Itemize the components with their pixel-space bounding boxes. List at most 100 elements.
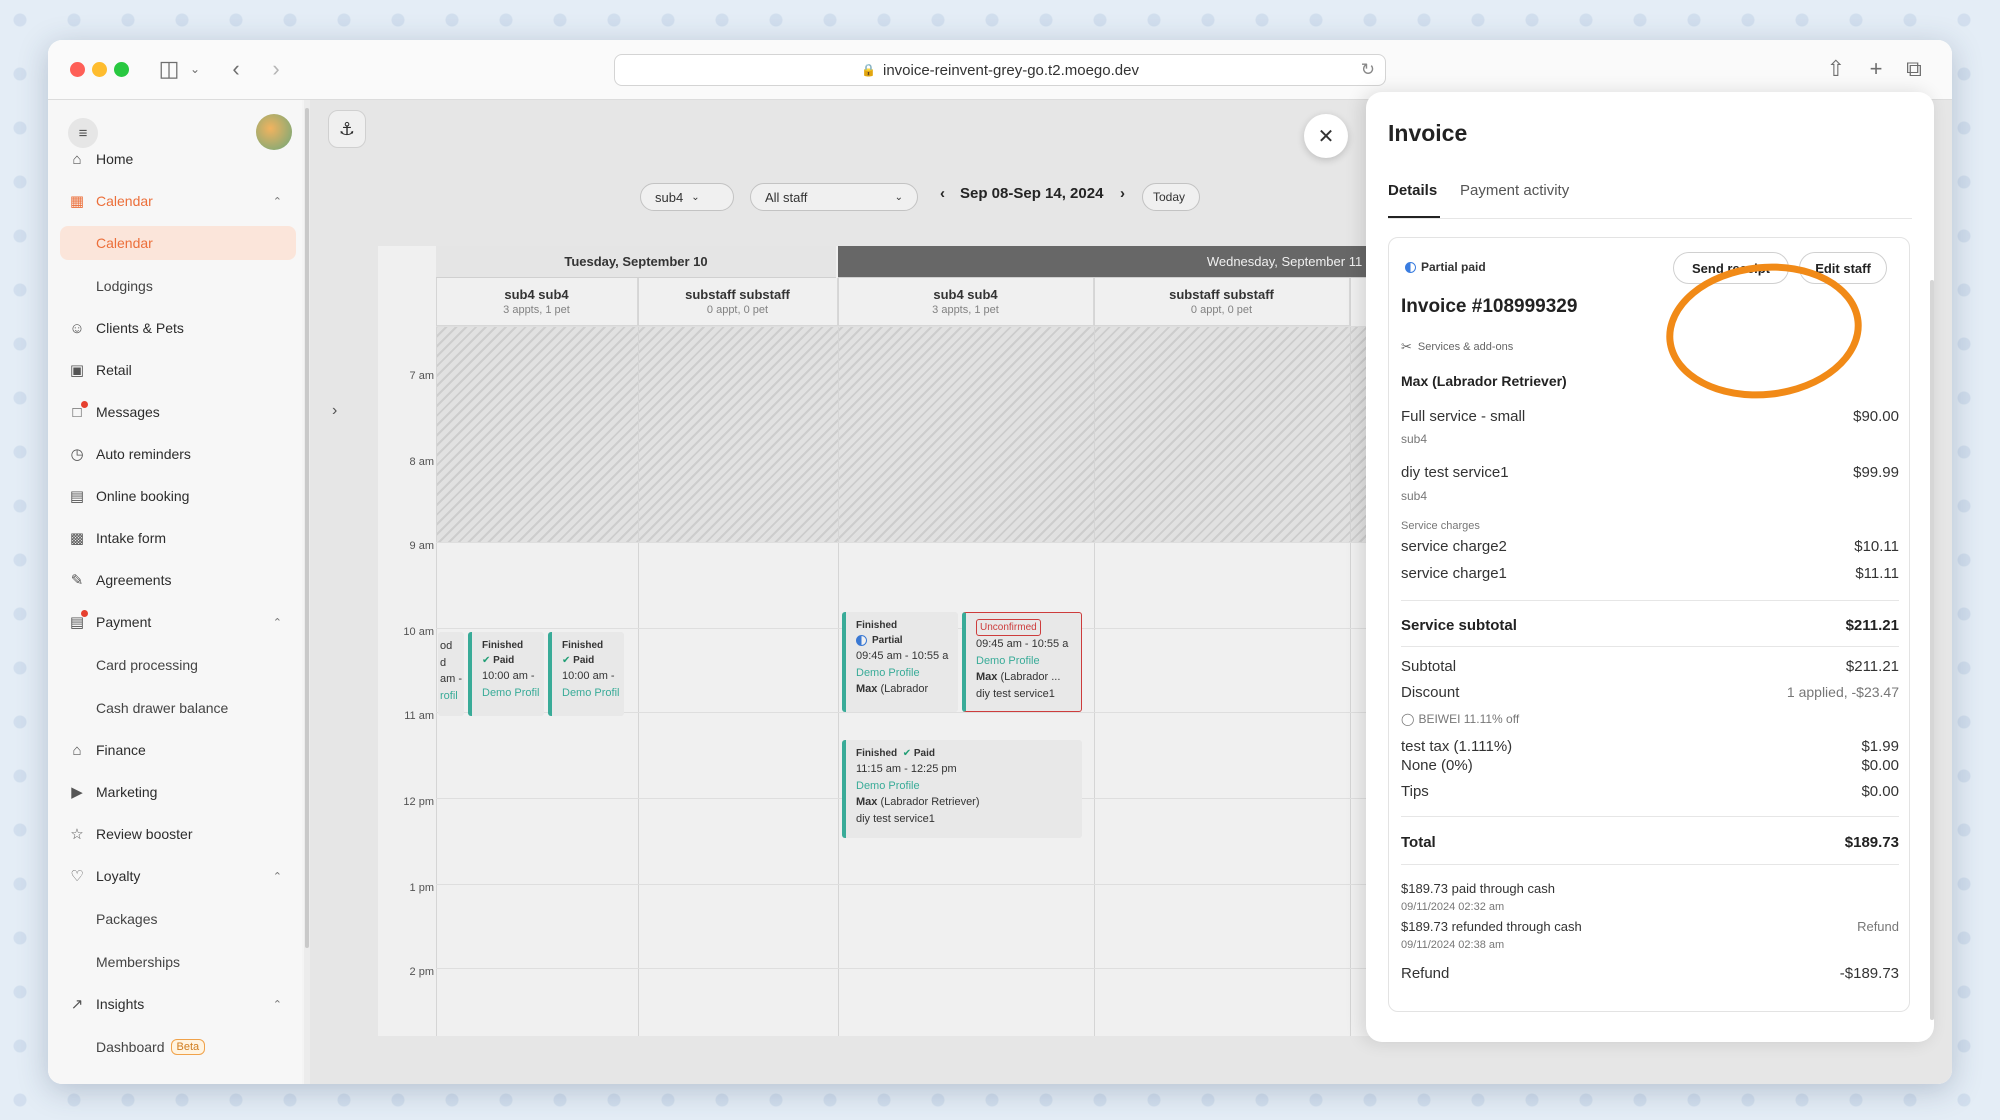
- all-staff-select[interactable]: All staff ⌄: [750, 183, 918, 211]
- status-text: Partial paid: [1421, 260, 1486, 274]
- today-button[interactable]: Today: [1142, 183, 1200, 211]
- subtotal-row: Subtotal $211.21: [1401, 658, 1899, 675]
- sidebar-scrollbar[interactable]: [304, 100, 310, 1084]
- sidebar-item-clients-pets[interactable]: ☺ Clients & Pets: [60, 311, 296, 345]
- back-icon[interactable]: ‹: [232, 56, 240, 81]
- sidebar-subitem-lodgings[interactable]: Lodgings: [60, 269, 296, 303]
- appointment-card[interactable]: Finished Partial 09:45 am - 10:55 a Demo…: [842, 612, 958, 712]
- sidebar-item-auto-reminders[interactable]: ◷ Auto reminders: [60, 437, 296, 471]
- tab-details[interactable]: Details: [1388, 182, 1438, 199]
- tabs-overview-icon[interactable]: ⧉: [1906, 56, 1922, 81]
- staff-column-header: substaff substaff 0 appt, 0 pet: [1094, 278, 1350, 326]
- sidebar-item-calendar[interactable]: ▦ Calendar ⌃: [60, 184, 296, 218]
- sidebar-item-label: Calendar: [96, 193, 153, 209]
- business-avatar[interactable]: [256, 114, 292, 150]
- sidebar-item-messages[interactable]: □ Messages: [60, 395, 296, 429]
- sidebar-subitem-packages[interactable]: Packages: [60, 902, 296, 936]
- hour-line: [436, 326, 1778, 327]
- scrollbar-thumb[interactable]: [305, 108, 309, 948]
- new-tab-icon[interactable]: +: [1869, 56, 1883, 81]
- sidebar-item-intake-form[interactable]: ▩ Intake form: [60, 521, 296, 555]
- sidebar-item-label: Loyalty: [96, 868, 141, 884]
- drawer-title: Invoice: [1388, 120, 1468, 146]
- chevron-up-icon[interactable]: ⌃: [272, 195, 282, 208]
- services-section-label: ✂ Services & add-ons: [1401, 339, 1513, 355]
- refund-link[interactable]: Refund: [1857, 919, 1899, 934]
- sidebar-item-agreements[interactable]: ✎ Agreements: [60, 563, 296, 597]
- pet-name: Max (Labrador Retriever): [1401, 373, 1899, 389]
- chevron-up-icon[interactable]: ⌃: [272, 616, 282, 629]
- appointment-card[interactable]: Unconfirmed 09:45 am - 10:55 a Demo Prof…: [962, 612, 1082, 712]
- menu-icon[interactable]: ≡: [68, 118, 98, 148]
- appt-text: od: [440, 640, 453, 652]
- appt-text: d: [440, 656, 447, 669]
- appointment-card[interactable]: od d am - rofil: [438, 632, 464, 716]
- lock-icon: 🔒: [861, 63, 876, 77]
- address-bar[interactable]: 🔒 invoice-reinvent-grey-go.t2.moego.dev …: [614, 54, 1386, 86]
- sidebar-subitem-dashboard[interactable]: Dashboard Beta: [60, 1030, 296, 1064]
- close-window-button[interactable]: [70, 62, 85, 77]
- sidebar-item-marketing[interactable]: ▶ Marketing: [60, 775, 296, 809]
- staff-filter-select[interactable]: sub4 ⌄: [640, 183, 734, 211]
- share-icon[interactable]: ⇧: [1826, 56, 1846, 81]
- sidebar-item-loyalty[interactable]: ♡ Loyalty ⌃: [60, 859, 296, 893]
- sidebar-subitem-cash-drawer[interactable]: Cash drawer balance: [60, 691, 296, 725]
- hour-line: [436, 798, 1778, 799]
- expand-panel-icon[interactable]: ›: [332, 402, 338, 419]
- sidebar-item-online-booking[interactable]: ▤ Online booking: [60, 479, 296, 513]
- close-drawer-button[interactable]: ✕: [1304, 114, 1348, 158]
- active-tab-indicator: [1388, 216, 1440, 218]
- hour-label: 10 am: [403, 626, 434, 638]
- sidebar-item-home[interactable]: ⌂ Home: [60, 142, 296, 176]
- chevron-up-icon[interactable]: ⌃: [272, 998, 282, 1011]
- appointment-card[interactable]: Finished ✔ Paid 10:00 am - Demo Profil: [468, 632, 544, 716]
- drawer-scrollbar[interactable]: [1930, 280, 1934, 1020]
- sidebar-item-label: Home: [96, 151, 134, 167]
- send-receipt-button[interactable]: Send receipt: [1673, 252, 1789, 284]
- appointment-card[interactable]: Finished ✔ Paid 11:15 am - 12:25 pm Demo…: [842, 740, 1082, 838]
- service-price: $90.00: [1853, 408, 1899, 425]
- chevron-up-icon[interactable]: ⌃: [272, 870, 282, 883]
- service-name: Full service - small: [1401, 408, 1526, 425]
- app-logo-icon[interactable]: ⚓: [328, 110, 366, 148]
- hour-line: [436, 884, 1778, 885]
- discount-row: Discount 1 applied, -$23.47: [1401, 684, 1899, 701]
- sidebar-subitem-calendar[interactable]: Calendar: [60, 226, 296, 260]
- service-subtotal-row: Service subtotal $211.21: [1401, 617, 1899, 634]
- sidebar-item-finance[interactable]: ⌂ Finance: [60, 733, 296, 767]
- edit-staff-button[interactable]: Edit staff: [1799, 252, 1887, 284]
- sidebar-subitem-card-processing[interactable]: Card processing: [60, 648, 296, 682]
- sidebar-item-retail[interactable]: ▣ Retail: [60, 353, 296, 387]
- sidebar-item-payment[interactable]: ▤ Payment ⌃: [60, 605, 296, 639]
- service-staff: sub4: [1401, 432, 1428, 446]
- minimize-window-button[interactable]: [92, 62, 107, 77]
- charge-row: service charge2 $10.11: [1401, 538, 1899, 555]
- next-week-icon[interactable]: ›: [1120, 185, 1125, 202]
- booking-icon: ▤: [69, 488, 85, 505]
- reload-icon[interactable]: ↻: [1360, 60, 1375, 79]
- staff-filter-value: sub4: [655, 189, 684, 205]
- sidebar-subitem-memberships[interactable]: Memberships: [60, 945, 296, 979]
- staff-count: 3 appts, 1 pet: [503, 304, 570, 316]
- form-icon: ▩: [69, 530, 85, 547]
- staff-name: sub4 sub4: [504, 287, 569, 302]
- row-value: $0.00: [1861, 757, 1899, 774]
- sidebar-item-insights[interactable]: ↗ Insights ⌃: [60, 987, 296, 1021]
- chevron-down-icon[interactable]: ⌄: [189, 62, 201, 76]
- sidebar-item-review-booster[interactable]: ☆ Review booster: [60, 817, 296, 851]
- prev-week-icon[interactable]: ‹: [940, 185, 945, 202]
- row-label: Tips: [1401, 783, 1429, 800]
- invoice-number: Invoice #108999329: [1401, 296, 1578, 317]
- sidebar-toggle-icon[interactable]: ◫: [158, 56, 180, 81]
- hour-label: 9 am: [409, 540, 434, 552]
- tab-payment-activity[interactable]: Payment activity: [1460, 182, 1570, 199]
- appointment-card[interactable]: Finished ✔ Paid 10:00 am - Demo Profil: [548, 632, 624, 716]
- appt-status: Finished: [562, 640, 604, 651]
- total-row: Total $189.73: [1401, 834, 1899, 851]
- appt-pet: Max: [976, 671, 998, 683]
- hour-label: 11 am: [404, 710, 434, 722]
- maximize-window-button[interactable]: [114, 62, 129, 77]
- appt-text: rofil: [440, 689, 458, 702]
- forward-icon[interactable]: ›: [272, 56, 280, 81]
- appt-payment: Paid: [573, 655, 595, 666]
